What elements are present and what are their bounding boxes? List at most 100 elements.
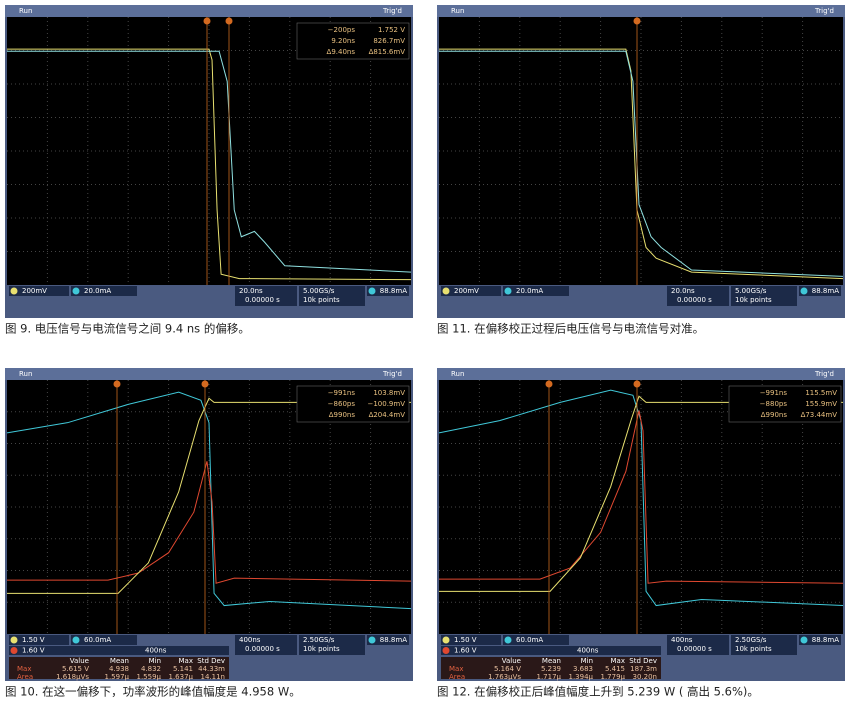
traces bbox=[7, 49, 411, 279]
cursor-readout: 103.8mV bbox=[373, 389, 405, 397]
measure-cell: 44.33m bbox=[198, 665, 225, 673]
waveform bbox=[439, 51, 843, 276]
ch2-scale: 20.0mA bbox=[516, 287, 543, 295]
trigger-box bbox=[367, 635, 409, 645]
timebase-box bbox=[235, 286, 297, 306]
trigger-icon bbox=[800, 636, 808, 644]
measure-cell: 5.615 V bbox=[62, 665, 89, 673]
trigger-box bbox=[367, 286, 409, 296]
timebase-box bbox=[667, 286, 729, 306]
run-label: Run bbox=[451, 370, 464, 378]
trigger-box bbox=[799, 635, 841, 645]
measure-header: Mean bbox=[110, 657, 129, 665]
measure-cell: Area bbox=[17, 673, 33, 681]
measure-cell: 1.637μ bbox=[169, 673, 194, 681]
run-label: Run bbox=[19, 7, 32, 15]
timebase: 400ns bbox=[239, 636, 261, 644]
measure-header: Min bbox=[149, 657, 161, 665]
measure-cell: Area bbox=[449, 673, 465, 681]
ch1-scale: 200mV bbox=[22, 287, 47, 295]
ch1-scale: 1.50 V bbox=[454, 636, 477, 644]
trigger-level: 88.8mA bbox=[380, 636, 407, 644]
figure-caption: 图 12. 在偏移校正后峰值幅度上升到 5.239 W ( 高出 5.6%)。 bbox=[437, 685, 759, 699]
run-label: Run bbox=[19, 370, 32, 378]
math-time: 400ns bbox=[145, 647, 167, 655]
acq-box bbox=[731, 286, 797, 306]
ch1-box bbox=[441, 635, 501, 645]
math-icon bbox=[10, 647, 18, 654]
ch1-icon bbox=[10, 636, 18, 644]
cursor-readout: −991ns bbox=[760, 389, 788, 397]
cursor-marker bbox=[203, 17, 211, 25]
cursor-readout: 155.9mV bbox=[805, 400, 837, 408]
waveform bbox=[7, 49, 411, 279]
cursor-marker bbox=[633, 380, 641, 388]
waveform bbox=[439, 410, 843, 583]
measure-header: Max bbox=[179, 657, 193, 665]
ch1-icon bbox=[442, 636, 450, 644]
cursor-readout: Δ9.40ns bbox=[327, 48, 356, 56]
top-bar bbox=[5, 368, 413, 380]
trigger-icon bbox=[368, 287, 376, 295]
cursor-readout-box bbox=[296, 22, 410, 60]
measure-cell: 1.717μ bbox=[537, 673, 562, 681]
record-length: 10k points bbox=[303, 645, 340, 653]
cursor-marker bbox=[113, 380, 121, 388]
sample-rate: 2.50GS/s bbox=[303, 636, 335, 644]
measure-header: Max bbox=[611, 657, 625, 665]
cursor-readout: Δ990ns bbox=[761, 411, 788, 419]
ch2-scale: 60.0mA bbox=[516, 636, 543, 644]
measure-box bbox=[441, 657, 661, 679]
cursor-readout: 9.20ns bbox=[331, 37, 355, 45]
measure-cell: 5.415 bbox=[605, 665, 625, 673]
ch1-icon bbox=[442, 287, 450, 295]
cursor-readout-box bbox=[728, 385, 842, 423]
ch1-scale: 1.50 V bbox=[22, 636, 45, 644]
timebase-box bbox=[667, 635, 729, 655]
top-bar bbox=[5, 5, 413, 17]
cursor-marker bbox=[633, 17, 641, 25]
sample-rate: 2.50GS/s bbox=[735, 636, 767, 644]
measure-box bbox=[9, 657, 229, 679]
measure-cell: 30.20n bbox=[633, 673, 657, 681]
ch1-icon bbox=[10, 287, 18, 295]
measure-header: Min bbox=[581, 657, 593, 665]
sample-rate: 5.00GS/s bbox=[303, 287, 335, 295]
traces bbox=[439, 49, 843, 278]
measure-cell: 1.618μVs bbox=[56, 673, 89, 681]
cursor-readout: −880ps bbox=[760, 400, 788, 408]
cursor-readout: −100.9mV bbox=[367, 400, 405, 408]
waveform bbox=[439, 396, 843, 591]
measure-cell: 3.683 bbox=[573, 665, 593, 673]
top-bar bbox=[437, 368, 845, 380]
math-icon bbox=[442, 647, 450, 654]
measure-cell: 1.763μVs bbox=[488, 673, 521, 681]
trigger-position: 0.00000 s bbox=[677, 645, 712, 653]
ch2-box bbox=[503, 286, 569, 296]
measure-cell: 14.11n bbox=[201, 673, 225, 681]
cursor-readout: Δ990ns bbox=[329, 411, 356, 419]
measure-header: Std Dev bbox=[629, 657, 657, 665]
trigger-level: 88.8mA bbox=[380, 287, 407, 295]
timebase: 400ns bbox=[671, 636, 693, 644]
ch1-box bbox=[9, 635, 69, 645]
measure-header: Value bbox=[502, 657, 521, 665]
trigger-icon bbox=[800, 287, 808, 295]
acq-box bbox=[299, 635, 365, 655]
trigger-position: 0.00000 s bbox=[245, 645, 280, 653]
acq-box bbox=[731, 635, 797, 655]
ch1-scale: 200mV bbox=[454, 287, 479, 295]
math-scale: 1.60 V bbox=[454, 647, 477, 655]
cursor-marker bbox=[225, 17, 233, 25]
measure-cell: Max bbox=[17, 665, 31, 673]
measure-cell: Max bbox=[449, 665, 463, 673]
cursor-marker bbox=[545, 380, 553, 388]
trigger-box bbox=[799, 286, 841, 296]
cursor-readout: 115.5mV bbox=[805, 389, 837, 397]
ch2-scale: 20.0mA bbox=[84, 287, 111, 295]
measure-cell: 1.394μ bbox=[569, 673, 594, 681]
trigger-level: 88.8mA bbox=[812, 287, 839, 295]
timebase: 20.0ns bbox=[239, 287, 263, 295]
measure-cell: 5.141 bbox=[173, 665, 193, 673]
